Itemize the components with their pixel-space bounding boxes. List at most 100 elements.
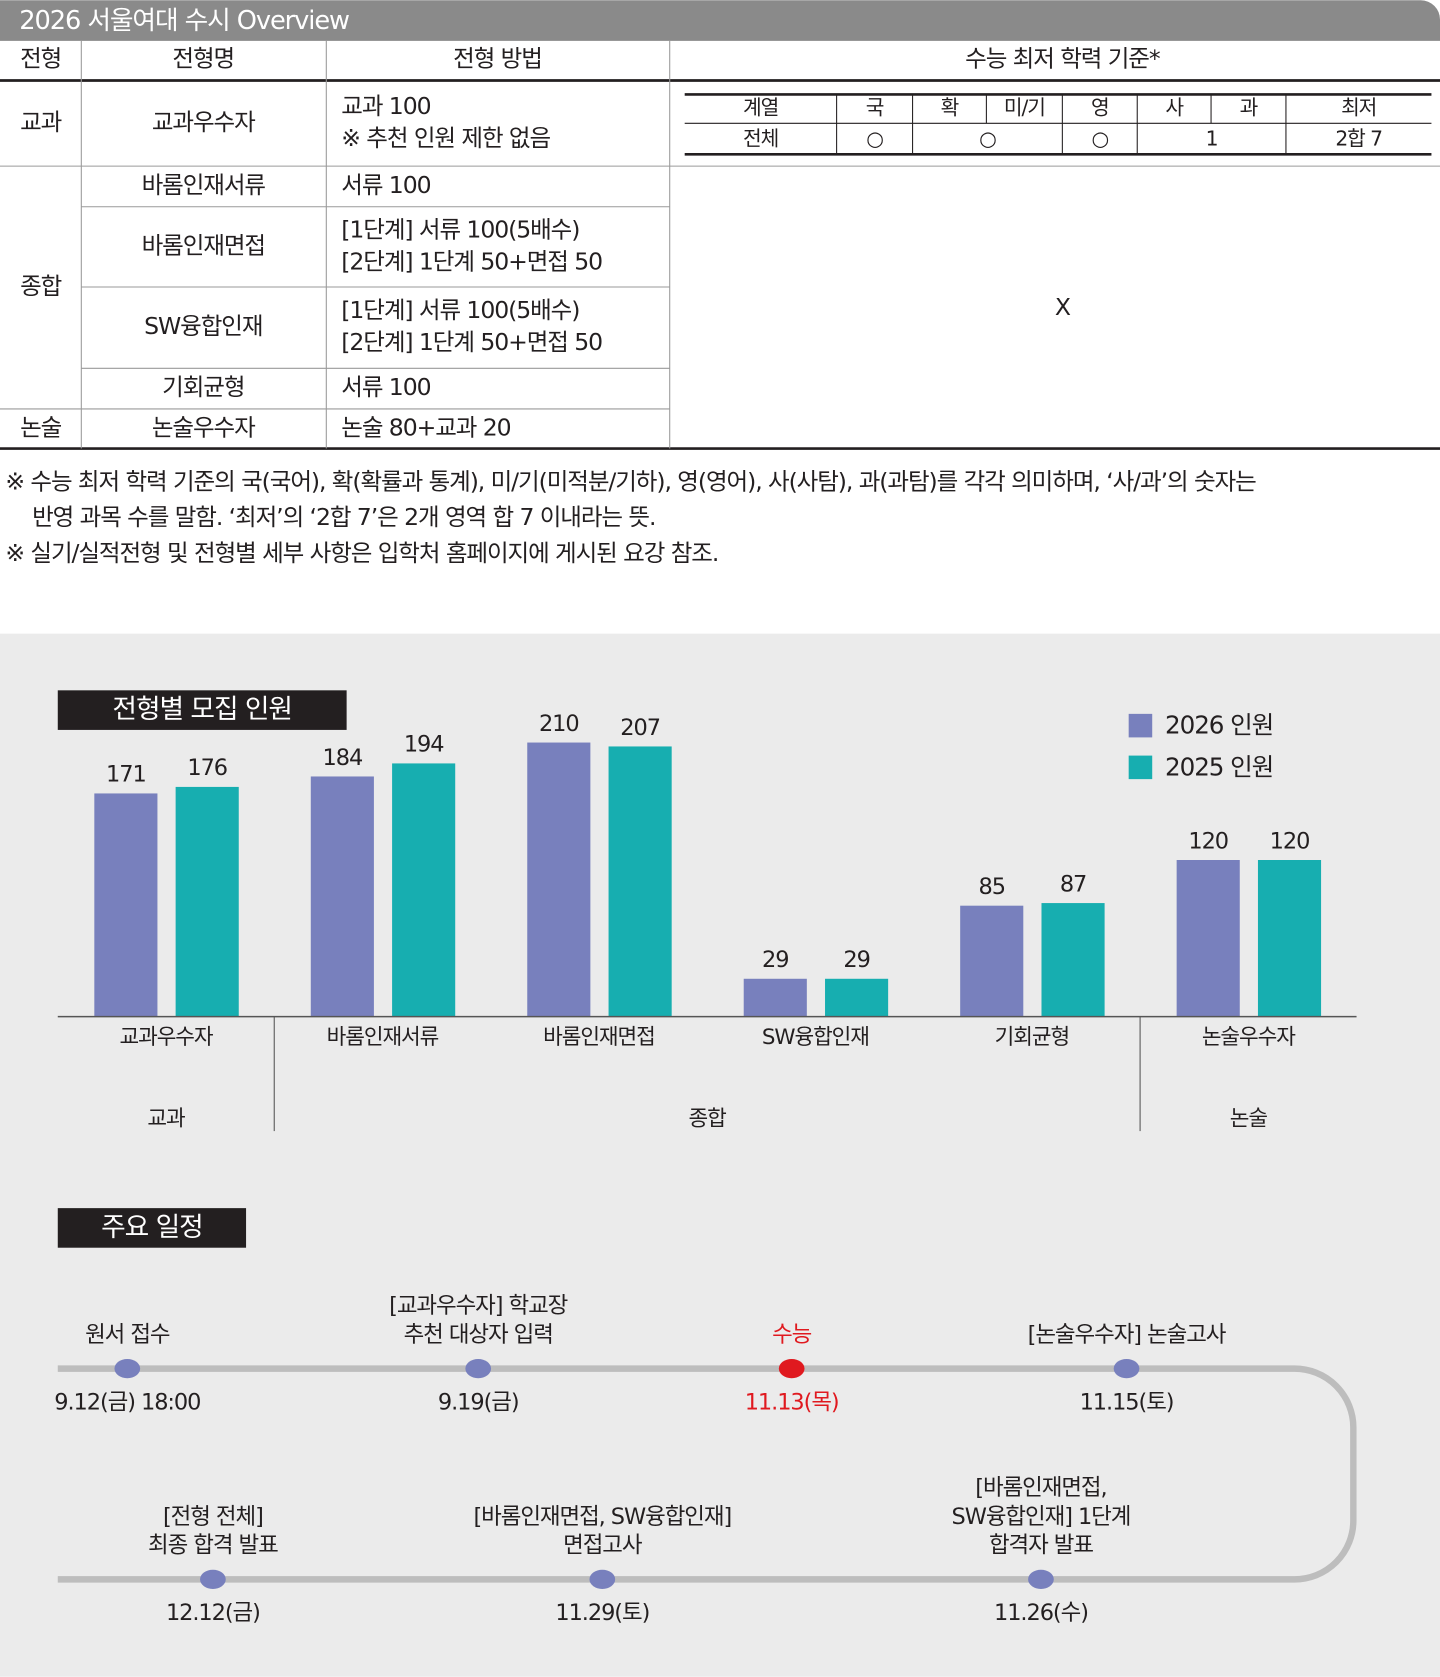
criteria-header: 계열	[743, 95, 778, 119]
bar	[527, 742, 591, 1017]
event-date: 11.29(토)	[555, 1600, 649, 1626]
schedule-title: 주요 일정	[101, 1212, 203, 1243]
timeline-track	[57, 1365, 1357, 1583]
row-name: 바롬인재서류	[142, 171, 266, 199]
event-label: 면접고사	[563, 1533, 643, 1559]
event-label: 추천 대상자 입력	[404, 1322, 553, 1348]
row-method: 서류 100	[341, 171, 430, 199]
event-date: 11.26(수)	[994, 1600, 1088, 1626]
row-name: 바롬인재면접	[142, 231, 265, 259]
event-date: 9.19(금)	[438, 1389, 519, 1415]
x-tick-label: 바롬인재면접	[543, 1025, 655, 1050]
row-name: SW융합인재	[144, 312, 262, 340]
event-dot	[1113, 1358, 1140, 1379]
table-header: 전형	[20, 45, 61, 73]
criteria-header: 영	[1091, 95, 1109, 119]
event-date: 12.12(금)	[166, 1600, 260, 1626]
group-axis-label: 교과	[147, 1106, 185, 1131]
bar-value-label: 210	[539, 711, 579, 737]
row-method: [1단계] 서류 100(5배수)	[341, 215, 579, 243]
row-method: ※ 추천 인원 제한 없음	[341, 124, 550, 152]
event-dot	[778, 1358, 805, 1379]
no-criteria: X	[1055, 293, 1071, 321]
note: 반영 과목 수를 말함. ‘최저’의 ‘2합 7’은 2개 영역 합 7 이내라…	[32, 503, 655, 531]
group-label: 논술	[20, 413, 62, 441]
event-dot	[114, 1358, 141, 1379]
x-tick-label: SW융합인재	[762, 1025, 869, 1050]
chart-panel	[0, 633, 1440, 1677]
group-axis-label: 논술	[1230, 1106, 1268, 1131]
event-label: [전형 전체]	[163, 1504, 263, 1530]
chart-title: 전형별 모집 인원	[112, 694, 292, 725]
header-bar	[0, 0, 1440, 41]
group-axis-label: 종합	[689, 1106, 727, 1131]
criteria-header: 최저	[1341, 95, 1376, 119]
group-label: 종합	[20, 272, 62, 300]
group-label: 교과	[20, 108, 62, 136]
bar	[743, 978, 807, 1017]
bar-value-label: 87	[1060, 871, 1086, 897]
event-dot	[200, 1569, 226, 1589]
bar-value-label: 171	[106, 762, 146, 788]
header-title: 2026 서울여대 수시 Overview	[19, 6, 349, 36]
bar	[94, 793, 158, 1017]
row-method: 논술 80+교과 20	[341, 413, 510, 441]
bar	[175, 786, 239, 1017]
x-tick-label: 기회균형	[995, 1025, 1069, 1050]
bar-value-label: 176	[187, 755, 227, 781]
criteria-cell: ○	[979, 126, 996, 150]
event-label: [논술우수자] 논술고사	[1028, 1322, 1227, 1348]
table-header: 수능 최저 학력 기준*	[965, 45, 1161, 73]
legend-swatch	[1128, 755, 1153, 780]
bar	[960, 905, 1024, 1017]
table-header: 전형 방법	[453, 45, 542, 73]
chart-title-box	[57, 690, 347, 730]
event-date: 9.12(금) 18:00	[54, 1389, 200, 1415]
event-label: 원서 접수	[85, 1322, 170, 1348]
event-label: [교과우수자] 학교장	[389, 1293, 568, 1319]
row-method: 교과 100	[341, 92, 430, 120]
x-tick-label: 바롬인재서류	[327, 1025, 439, 1050]
row-name: 논술우수자	[152, 413, 255, 441]
legend-label: 2025 인원	[1165, 752, 1273, 781]
bar	[392, 763, 456, 1017]
bar	[1176, 860, 1240, 1017]
criteria-header: 미/기	[1004, 95, 1045, 119]
criteria-cell: ○	[1091, 126, 1108, 150]
row-name: 교과우수자	[152, 108, 255, 136]
event-label: 수능	[772, 1322, 812, 1348]
bar	[310, 776, 374, 1017]
criteria-header: 사	[1165, 95, 1184, 119]
criteria-cell: 2합 7	[1335, 126, 1382, 150]
note: ※ 실기/실적전형 및 전형별 세부 사항은 입학처 홈페이지에 게시된 요강 …	[5, 539, 718, 567]
bar	[825, 978, 889, 1017]
bar-value-label: 85	[979, 874, 1005, 900]
event-label: [바롬인재면접,	[975, 1475, 1106, 1501]
criteria-header: 과	[1240, 95, 1258, 119]
schedule-title-box	[57, 1208, 247, 1248]
x-tick-label: 교과우수자	[120, 1025, 214, 1050]
criteria-cell: 1	[1206, 126, 1218, 150]
row-name: 기회균형	[162, 373, 244, 401]
note: ※ 수능 최저 학력 기준의 국(국어), 확(확률과 통계), 미/기(미적분…	[5, 467, 1256, 495]
row-method: 서류 100	[341, 373, 430, 401]
event-label: [바롬인재면접, SW융합인재]	[473, 1504, 731, 1530]
row-method: [2단계] 1단계 50+면접 50	[341, 247, 602, 275]
criteria-cell: ○	[866, 126, 883, 150]
legend-swatch	[1128, 713, 1153, 738]
bar-value-label: 29	[762, 947, 788, 973]
criteria-cell: 전체	[743, 126, 778, 150]
criteria-header: 확	[941, 95, 959, 119]
row-method: [2단계] 1단계 50+면접 50	[341, 328, 602, 356]
criteria-header: 국	[866, 95, 884, 119]
event-label: SW융합인재] 1단계	[952, 1504, 1131, 1530]
event-dot	[465, 1358, 492, 1379]
bar-value-label: 184	[323, 745, 363, 771]
bar-value-label: 194	[404, 732, 444, 758]
row-method: [1단계] 서류 100(5배수)	[341, 296, 579, 324]
bar-value-label: 29	[843, 947, 869, 973]
bar-value-label: 120	[1270, 828, 1310, 854]
event-date: 11.15(토)	[1080, 1389, 1174, 1415]
